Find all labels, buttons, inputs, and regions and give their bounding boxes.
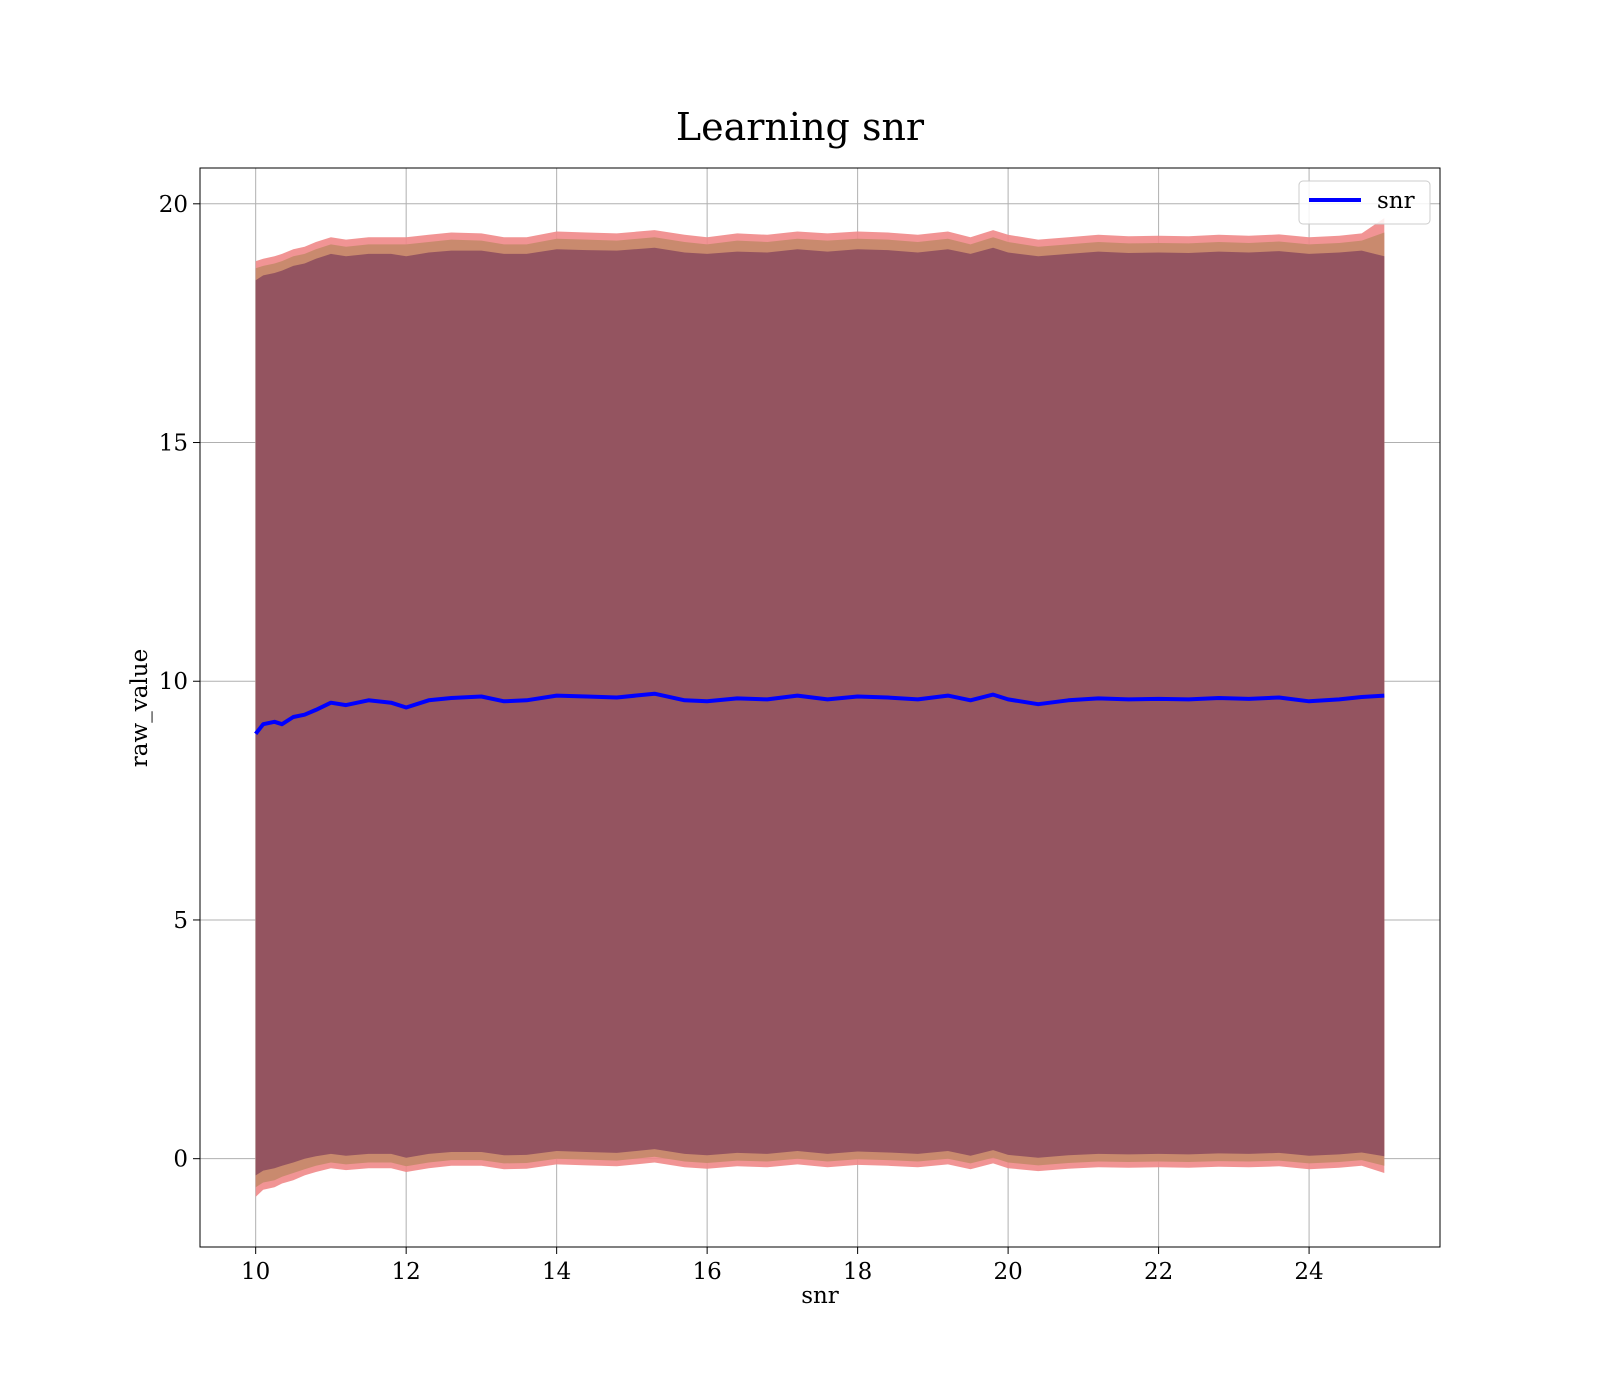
x-tick-label: 16 [692, 1259, 721, 1285]
x-tick-label: 22 [1144, 1259, 1173, 1285]
x-tick-label: 18 [843, 1259, 872, 1285]
y-tick-label: 5 [173, 908, 188, 934]
series-lines [254, 691, 1385, 736]
legend-label-snr: snr [1377, 188, 1415, 214]
x-tick-label: 24 [1294, 1259, 1323, 1285]
series-line-snr [254, 691, 1385, 736]
y-axis-label: raw_value [127, 649, 153, 767]
plot-frame [199, 167, 1441, 1248]
inner-band [255, 247, 1385, 1176]
confidence-bands [255, 218, 1385, 1197]
y-tick-label: 15 [159, 431, 188, 457]
y-tick-label: 10 [159, 669, 188, 695]
y-tick-label: 0 [173, 1147, 188, 1173]
x-tick-label: 20 [993, 1259, 1022, 1285]
chart-title: Learning snr [676, 105, 925, 149]
y-tick-label: 20 [159, 192, 188, 218]
x-tick-label: 12 [392, 1259, 421, 1285]
x-tick-label: 10 [241, 1259, 270, 1285]
legend: snr [1298, 180, 1431, 225]
legend-box [1298, 180, 1431, 225]
axis-ticks: 10 12 14 16 18 20 22 24 0 5 10 15 20 [159, 192, 1324, 1285]
x-axis-label: snr [801, 1283, 839, 1309]
x-tick-label: 14 [542, 1259, 571, 1285]
